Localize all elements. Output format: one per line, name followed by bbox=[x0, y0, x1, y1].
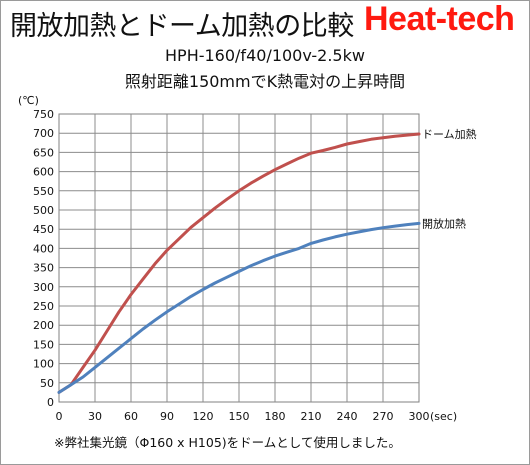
y-tick-label: 200 bbox=[33, 319, 54, 332]
x-axis-label: (sec) bbox=[430, 410, 457, 423]
y-tick-label: 650 bbox=[33, 146, 54, 159]
y-tick-label: 700 bbox=[33, 127, 54, 140]
series-label-2: 開放加熱 bbox=[422, 216, 466, 230]
footnote: ※弊社集光鏡（Φ160 x H105)をドームとして使用しました。 bbox=[54, 435, 401, 450]
x-tick-label: 180 bbox=[265, 410, 286, 423]
y-tick-label: 0 bbox=[47, 396, 54, 409]
y-tick-label: 350 bbox=[33, 262, 54, 275]
grid-lines bbox=[59, 114, 419, 402]
y-axis-ticks: 0 50 100 150 200 250 300 350 400 450 500 550 600 650 7… bbox=[33, 108, 54, 409]
y-tick-label: 150 bbox=[33, 338, 54, 351]
x-tick-label: 120 bbox=[193, 410, 214, 423]
x-tick-label: 90 bbox=[160, 410, 174, 423]
series-label-1: ドーム加熱 bbox=[422, 128, 477, 141]
y-tick-label: 500 bbox=[33, 204, 54, 217]
y-tick-label: 600 bbox=[33, 166, 54, 179]
series-line-1 bbox=[57, 132, 421, 394]
x-tick-label: 240 bbox=[337, 410, 358, 423]
y-tick-label: 50 bbox=[40, 377, 54, 390]
y-tick-label: 100 bbox=[33, 358, 54, 371]
x-tick-label: 60 bbox=[124, 410, 138, 423]
chart-subtitle-condition: 照射距離150mmでK熱電対の上昇時間 bbox=[124, 72, 406, 91]
y-tick-label: 250 bbox=[33, 300, 54, 313]
series-line-2 bbox=[57, 221, 421, 394]
brand-logo-text: Heat-tech bbox=[364, 0, 515, 38]
y-tick-label: 300 bbox=[33, 281, 54, 294]
x-tick-label: 0 bbox=[56, 410, 63, 423]
y-tick-label: 550 bbox=[33, 185, 54, 198]
x-tick-label: 150 bbox=[229, 410, 250, 423]
x-tick-label: 300 bbox=[409, 410, 430, 423]
y-tick-label: 400 bbox=[33, 242, 54, 255]
x-axis-ticks: 0 30 60 90 120 150 180 210 240 270 300 bbox=[56, 410, 430, 423]
y-tick-label: 450 bbox=[33, 223, 54, 236]
x-tick-label: 210 bbox=[301, 410, 322, 423]
chart-title: 開放加熱とドーム加熱の比較 bbox=[10, 11, 354, 42]
chart-subtitle-model: HPH-160/f40/100v-2.5kw bbox=[165, 46, 365, 65]
y-tick-label: 750 bbox=[33, 108, 54, 121]
y-axis-label: (℃) bbox=[18, 94, 39, 107]
x-tick-label: 270 bbox=[373, 410, 394, 423]
x-tick-label: 30 bbox=[88, 410, 102, 423]
